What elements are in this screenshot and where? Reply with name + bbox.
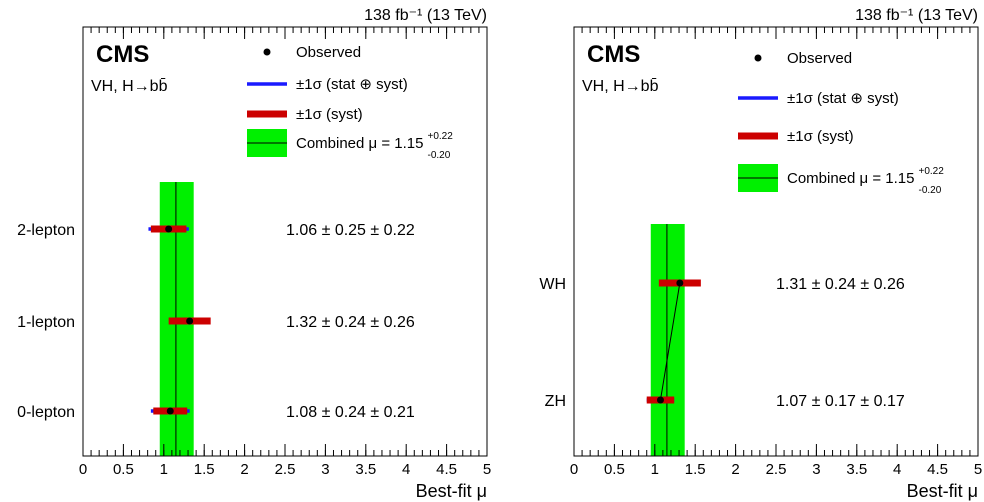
legend-total-label: ±1σ (stat ⊕ syst): [787, 90, 899, 107]
x-tick-label: 0: [79, 461, 87, 478]
combined-band: [650, 224, 685, 456]
legend-observed-marker: [754, 54, 762, 62]
x-tick-label: 4: [402, 461, 410, 478]
value-label: 1.07 ± 0.17 ± 0.17: [776, 393, 905, 410]
legend-observed-marker: [263, 48, 271, 56]
x-tick-label: 2.5: [766, 461, 787, 478]
x-tick-label: 3: [321, 461, 329, 478]
lumi-label: 138 fb⁻¹ (13 TeV): [855, 7, 978, 24]
x-tick-label: 4.5: [436, 461, 457, 478]
x-tick-label: 1: [651, 461, 659, 478]
legend-combined-err-up: +0.22: [427, 131, 453, 142]
x-tick-label: 1.5: [685, 461, 706, 478]
x-tick-label: 3: [812, 461, 820, 478]
legend-combined-label: Combined μ = 1.15: [296, 135, 423, 152]
legend-observed-label: Observed: [787, 50, 852, 67]
x-tick-label: 4: [893, 461, 901, 478]
x-tick-label: 5: [483, 461, 491, 478]
legend-combined-err-up: +0.22: [918, 166, 944, 177]
x-tick-label: 3.5: [355, 461, 376, 478]
category-label: WH: [539, 276, 566, 293]
x-tick-label: 2: [731, 461, 739, 478]
observed-point: [186, 317, 194, 325]
value-label: 1.32 ± 0.24 ± 0.26: [286, 314, 415, 331]
chart-panel-left: 2-lepton 1.06 ± 0.25 ± 0.22 1-lepton 1.32 ±…: [17, 7, 491, 501]
value-label: 1.08 ± 0.24 ± 0.21: [286, 404, 415, 421]
observed-point: [166, 407, 174, 415]
experiment-label: CMS: [587, 41, 640, 68]
observed-point: [165, 225, 173, 233]
legend-combined-label: Combined μ = 1.15: [787, 170, 914, 187]
process-label: VH, H→bb̄: [91, 78, 168, 95]
points-connector: [659, 282, 681, 401]
legend-combined-err-down: -0.20: [427, 150, 450, 161]
x-axis-title: Best-fit μ: [416, 481, 487, 501]
category-label: 1-lepton: [17, 314, 75, 331]
x-axis-title: Best-fit μ: [907, 481, 978, 501]
observed-point: [656, 396, 664, 404]
lumi-label: 138 fb⁻¹ (13 TeV): [364, 7, 487, 24]
category-label: 2-lepton: [17, 222, 75, 239]
category-label: 0-lepton: [17, 404, 75, 421]
chart-panel-right: WH 1.31 ± 0.24 ± 0.26 ZH 1.07 ± 0.17 ± 0.17…: [539, 7, 982, 501]
legend-combined-err-down: -0.20: [918, 185, 941, 196]
experiment-label: CMS: [96, 41, 149, 68]
process-label: VH, H→bb̄: [582, 78, 659, 95]
x-tick-label: 5: [974, 461, 982, 478]
x-tick-label: 4.5: [927, 461, 948, 478]
x-tick-label: 2.5: [275, 461, 296, 478]
x-tick-label: 0.5: [113, 461, 134, 478]
category-label: ZH: [545, 393, 566, 410]
legend-syst-label: ±1σ (syst): [296, 106, 363, 123]
x-tick-label: 0: [570, 461, 578, 478]
observed-point: [676, 279, 684, 287]
legend-total-label: ±1σ (stat ⊕ syst): [296, 76, 408, 93]
x-tick-label: 0.5: [604, 461, 625, 478]
x-tick-label: 1.5: [194, 461, 215, 478]
value-label: 1.06 ± 0.25 ± 0.22: [286, 222, 415, 239]
x-tick-label: 1: [160, 461, 168, 478]
legend-observed-label: Observed: [296, 44, 361, 61]
x-tick-label: 3.5: [846, 461, 867, 478]
legend-syst-label: ±1σ (syst): [787, 128, 854, 145]
value-label: 1.31 ± 0.24 ± 0.26: [776, 276, 905, 293]
x-tick-label: 2: [240, 461, 248, 478]
